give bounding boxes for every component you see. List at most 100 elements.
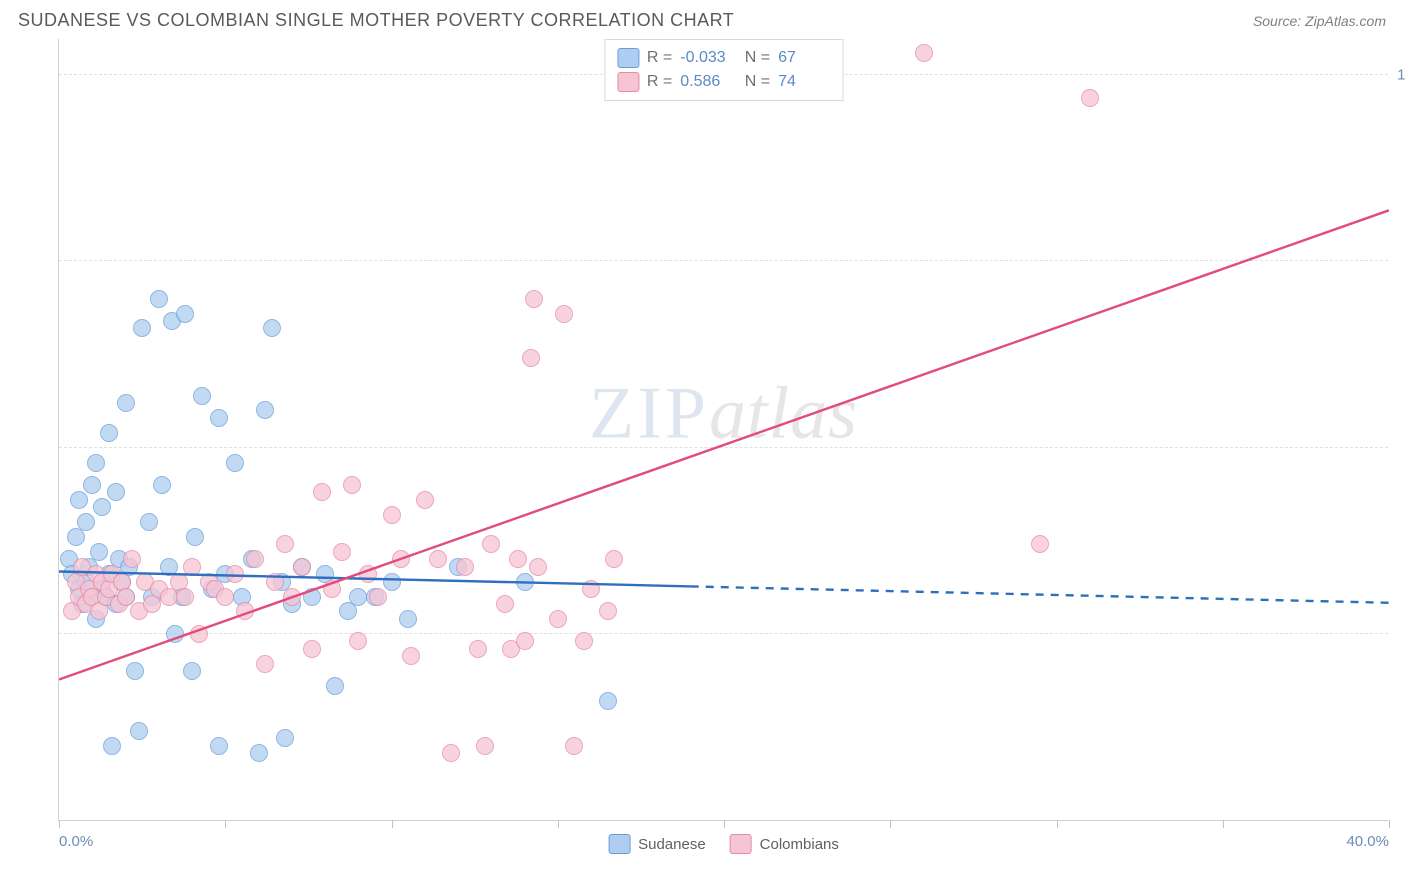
r-value-colombians: 0.586: [680, 73, 732, 91]
data-point: [117, 394, 135, 412]
data-point: [333, 543, 351, 561]
data-point: [77, 513, 95, 531]
chart-container: Single Mother Poverty ZIPatlas R = -0.03…: [18, 39, 1388, 821]
data-point: [183, 662, 201, 680]
data-point: [283, 588, 301, 606]
data-point: [93, 498, 111, 516]
data-point: [193, 387, 211, 405]
data-point: [349, 632, 367, 650]
data-point: [166, 625, 184, 643]
chart-source: Source: ZipAtlas.com: [1253, 13, 1386, 29]
legend-label-sudanese: Sudanese: [638, 836, 706, 853]
data-point: [117, 588, 135, 606]
data-point: [83, 476, 101, 494]
data-point: [605, 550, 623, 568]
data-point: [323, 580, 341, 598]
r-label: R =: [647, 73, 672, 91]
grid-line: [59, 260, 1388, 261]
x-tick: [1223, 820, 1224, 828]
correlation-legend: R = -0.033 N = 67 R = 0.586 N = 74: [604, 39, 843, 101]
data-point: [130, 722, 148, 740]
legend-item-colombians: Colombians: [730, 834, 839, 854]
data-point: [293, 558, 311, 576]
data-point: [176, 588, 194, 606]
data-point: [210, 737, 228, 755]
r-label: R =: [647, 49, 672, 67]
data-point: [103, 737, 121, 755]
data-point: [266, 573, 284, 591]
legend-swatch-icon: [730, 834, 752, 854]
trend-lines-svg: [59, 39, 1389, 821]
x-tick: [890, 820, 891, 828]
grid-line: [59, 447, 1388, 448]
data-point: [442, 744, 460, 762]
n-value-colombians: 74: [778, 73, 830, 91]
data-point: [303, 588, 321, 606]
y-tick-label: 100.0%: [1397, 67, 1406, 84]
data-point: [399, 610, 417, 628]
x-tick: [558, 820, 559, 828]
n-value-sudanese: 67: [778, 49, 830, 67]
legend-swatch-colombians: [617, 72, 639, 92]
data-point: [246, 550, 264, 568]
x-tick-label: 0.0%: [59, 833, 93, 850]
data-point: [236, 602, 254, 620]
data-point: [250, 744, 268, 762]
data-point: [87, 454, 105, 472]
plot-area: ZIPatlas R = -0.033 N = 67 R = 0.586 N =…: [58, 39, 1388, 821]
legend-swatch-sudanese: [617, 48, 639, 68]
legend-row-colombians: R = 0.586 N = 74: [617, 70, 830, 94]
data-point: [226, 565, 244, 583]
data-point: [133, 319, 151, 337]
data-point: [402, 647, 420, 665]
watermark-zip: ZIP: [589, 372, 709, 454]
data-point: [263, 319, 281, 337]
data-point: [476, 737, 494, 755]
data-point: [190, 625, 208, 643]
data-point: [70, 491, 88, 509]
data-point: [349, 588, 367, 606]
trend-line: [59, 210, 1389, 679]
data-point: [107, 483, 125, 501]
data-point: [359, 565, 377, 583]
data-point: [575, 632, 593, 650]
data-point: [1081, 89, 1099, 107]
data-point: [456, 558, 474, 576]
n-label: N =: [740, 73, 770, 91]
data-point: [153, 476, 171, 494]
data-point: [343, 476, 361, 494]
data-point: [369, 588, 387, 606]
data-point: [100, 424, 118, 442]
data-point: [496, 595, 514, 613]
legend-swatch-icon: [608, 834, 630, 854]
data-point: [599, 602, 617, 620]
data-point: [126, 662, 144, 680]
data-point: [469, 640, 487, 658]
data-point: [303, 640, 321, 658]
x-tick: [1389, 820, 1390, 828]
legend-label-colombians: Colombians: [760, 836, 839, 853]
chart-title: SUDANESE VS COLOMBIAN SINGLE MOTHER POVE…: [18, 10, 734, 31]
data-point: [1031, 535, 1049, 553]
r-value-sudanese: -0.033: [680, 49, 732, 67]
watermark-atlas: atlas: [709, 372, 858, 454]
data-point: [429, 550, 447, 568]
data-point: [176, 305, 194, 323]
series-legend: Sudanese Colombians: [608, 834, 839, 854]
data-point: [525, 290, 543, 308]
trend-line: [691, 586, 1389, 602]
x-tick: [59, 820, 60, 828]
data-point: [509, 550, 527, 568]
data-point: [529, 558, 547, 576]
chart-header: SUDANESE VS COLOMBIAN SINGLE MOTHER POVE…: [0, 0, 1406, 39]
data-point: [216, 588, 234, 606]
data-point: [416, 491, 434, 509]
data-point: [123, 550, 141, 568]
data-point: [140, 513, 158, 531]
data-point: [226, 454, 244, 472]
data-point: [482, 535, 500, 553]
data-point: [90, 543, 108, 561]
data-point: [383, 506, 401, 524]
x-tick: [225, 820, 226, 828]
x-tick: [1057, 820, 1058, 828]
